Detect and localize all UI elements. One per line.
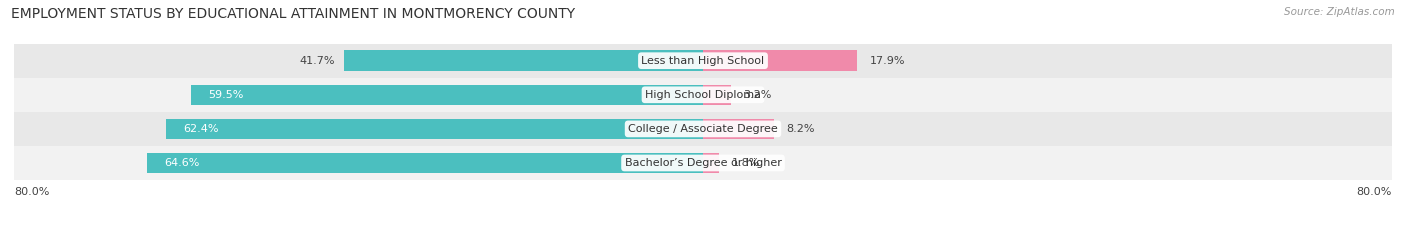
Bar [344,51,703,71]
Text: 3.2%: 3.2% [744,90,772,100]
Bar [14,146,1392,180]
Bar [703,85,731,105]
Bar [703,51,858,71]
Text: Source: ZipAtlas.com: Source: ZipAtlas.com [1284,7,1395,17]
Text: 59.5%: 59.5% [208,90,243,100]
Text: Bachelor’s Degree or higher: Bachelor’s Degree or higher [624,158,782,168]
Text: 41.7%: 41.7% [299,56,335,66]
Bar [166,119,703,139]
Bar [703,153,718,173]
Text: 17.9%: 17.9% [870,56,905,66]
Text: High School Diploma: High School Diploma [645,90,761,100]
Text: Less than High School: Less than High School [641,56,765,66]
Text: 64.6%: 64.6% [165,158,200,168]
Bar [14,44,1392,78]
Text: 1.8%: 1.8% [731,158,759,168]
Bar [146,153,703,173]
Text: 8.2%: 8.2% [786,124,815,134]
Text: 80.0%: 80.0% [1357,187,1392,197]
Text: 62.4%: 62.4% [183,124,218,134]
Text: 80.0%: 80.0% [14,187,49,197]
Bar [14,112,1392,146]
Text: EMPLOYMENT STATUS BY EDUCATIONAL ATTAINMENT IN MONTMORENCY COUNTY: EMPLOYMENT STATUS BY EDUCATIONAL ATTAINM… [11,7,575,21]
Bar [703,119,773,139]
Bar [191,85,703,105]
Text: College / Associate Degree: College / Associate Degree [628,124,778,134]
Bar [14,78,1392,112]
